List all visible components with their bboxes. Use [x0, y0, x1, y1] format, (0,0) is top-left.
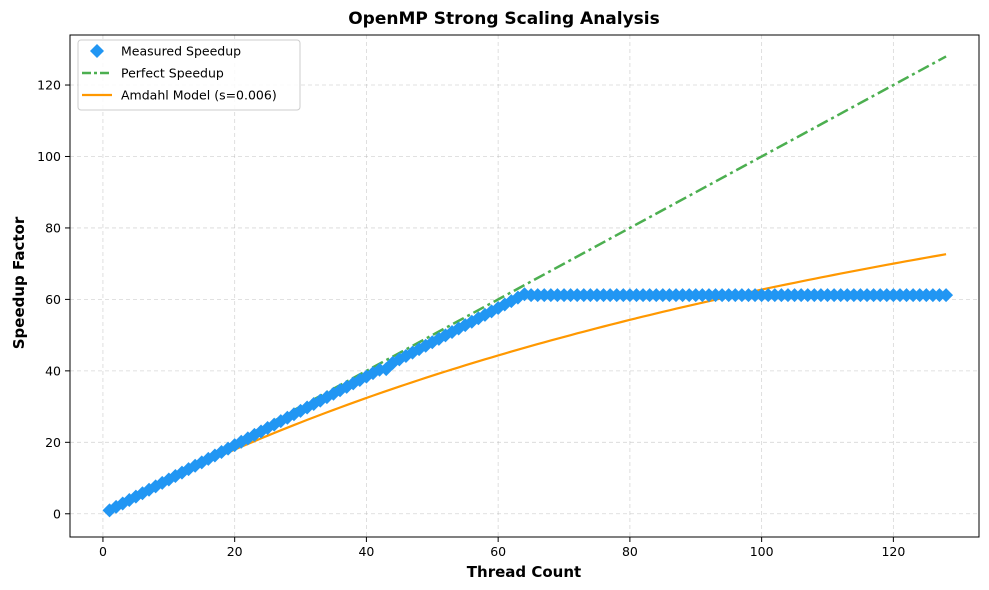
x-axis-label: Thread Count [467, 563, 581, 581]
legend: Measured Speedup Perfect Speedup Amdahl Mo… [77, 39, 301, 111]
x-tick-label: 120 [881, 544, 905, 559]
perfect-speedup-line [108, 55, 947, 512]
legend-label: Perfect Speedup [121, 66, 224, 81]
y-tick-label: 20 [45, 435, 61, 450]
legend-label: Amdahl Model (s=0.006) [121, 88, 277, 103]
measured-speedup-point [504, 294, 519, 309]
measured-speedup-markers [102, 287, 954, 518]
y-tick-label: 0 [53, 506, 61, 521]
x-tick-label: 20 [227, 544, 243, 559]
legend-measured-marker [90, 44, 104, 58]
x-tick-label: 100 [750, 544, 774, 559]
y-tick-label: 120 [37, 78, 61, 93]
series-layer [102, 55, 954, 518]
x-tick-label: 60 [490, 544, 506, 559]
y-tick-label: 100 [37, 149, 61, 164]
legend-box [77, 39, 301, 111]
measured-speedup-point [939, 288, 954, 303]
y-axis-label: Speedup Factor [10, 216, 28, 349]
y-tick-label: 80 [45, 220, 61, 235]
y-tick-label: 40 [45, 363, 61, 378]
y-tick-label: 60 [45, 292, 61, 307]
tick-layer: 0 20 40 60 80 100 120 0 20 40 60 80 100 120 [37, 78, 905, 559]
chart-title: OpenMP Strong Scaling Analysis [348, 9, 660, 29]
x-tick-label: 80 [622, 544, 638, 559]
plot-frame [69, 34, 980, 538]
x-tick-label: 40 [358, 544, 374, 559]
x-tick-label: 0 [99, 544, 107, 559]
legend-label: Measured Speedup [121, 44, 241, 59]
